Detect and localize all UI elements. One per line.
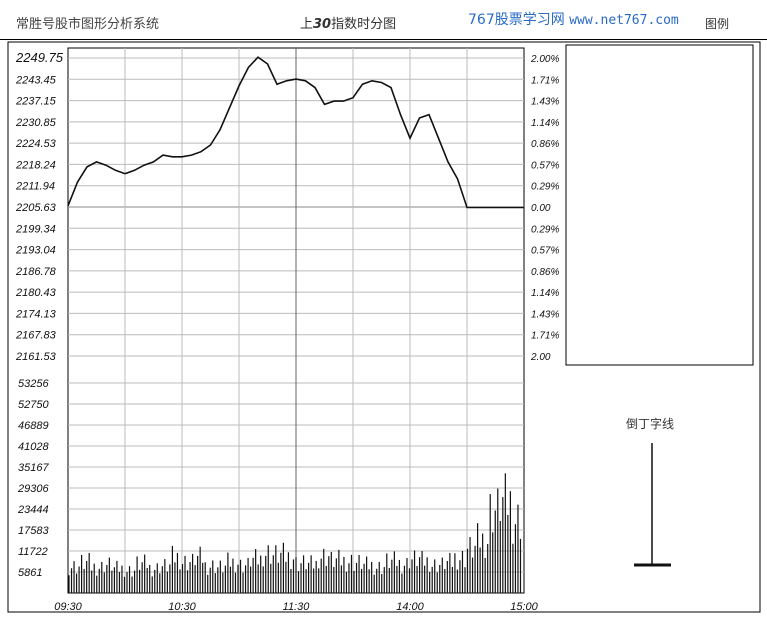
price-tick-label: 2237.15 (15, 96, 57, 108)
price-tick-label: 2230.85 (15, 117, 57, 129)
pct-tick-label: 1.14% (531, 288, 559, 299)
header-extra: 图例 (705, 17, 730, 31)
time-tick-label: 11:30 (283, 601, 311, 613)
time-tick-label: 09:30 (54, 601, 82, 613)
price-tick-label: 2174.13 (15, 308, 57, 320)
app-title: 常胜号股市图形分析系统 (16, 17, 160, 32)
price-tick-label: 2193.04 (15, 245, 56, 257)
header-bar: 常胜号股市图形分析系统 上30指数时分图 767股票学习网 www.net767… (0, 0, 767, 40)
pct-tick-label: 0.57% (531, 160, 559, 171)
pct-tick-label: 1.43% (531, 309, 559, 320)
volume-tick-label: 46889 (18, 420, 49, 432)
price-tick-label: 2243.45 (15, 74, 57, 86)
pct-tick-label: 0.86% (531, 139, 559, 150)
volume-tick-label: 53256 (18, 378, 49, 390)
pct-tick-label: 1.71% (531, 331, 559, 342)
time-tick-label: 10:30 (168, 601, 196, 613)
volume-tick-label: 29306 (17, 483, 49, 495)
pct-tick-label: 0.29% (531, 182, 559, 193)
price-tick-label: 2161.53 (15, 351, 57, 363)
pct-tick-label: 1.14% (531, 118, 559, 129)
price-tick-label: 2199.34 (15, 223, 56, 235)
price-tick-label: 2167.83 (15, 330, 57, 342)
pct-tick-label: 1.71% (531, 75, 559, 86)
price-tick-label: 2218.24 (15, 159, 56, 171)
pct-tick-label: 0.29% (531, 224, 559, 235)
price-tick-label: 2211.94 (15, 181, 55, 193)
legend-box (565, 44, 754, 366)
watermark-text: 767股票学习网 www.net767.com (468, 12, 679, 28)
price-tick-label: 2186.78 (15, 266, 57, 278)
volume-tick-label: 52750 (18, 399, 49, 411)
pct-tick-label: 2.00 (530, 352, 551, 363)
pct-tick-label: 1.43% (531, 97, 559, 108)
volume-tick-label: 35167 (18, 462, 49, 474)
price-tick-label: 2205.63 (15, 202, 57, 214)
pct-tick-label: 2.00% (530, 54, 559, 65)
volume-tick-label: 17583 (18, 525, 49, 537)
pct-tick-label: 0.57% (531, 246, 559, 257)
volume-tick-label: 11722 (18, 546, 48, 558)
time-tick-label: 15:00 (510, 601, 538, 613)
pct-tick-label: 0.00 (531, 203, 551, 214)
candle-pattern-label: 倒丁字线 (626, 417, 675, 431)
price-tick-label: 2224.53 (15, 138, 57, 150)
volume-tick-label: 41028 (18, 441, 49, 453)
chart-title: 上30指数时分图 (300, 17, 397, 32)
outer-frame (7, 41, 761, 613)
pct-tick-label: 0.86% (531, 267, 559, 278)
volume-tick-label: 23444 (17, 504, 49, 516)
volume-tick-label: 5861 (18, 567, 42, 579)
price-tick-label: 2249.75 (15, 50, 64, 65)
price-line (67, 56, 524, 209)
price-tick-label: 2180.43 (15, 287, 57, 299)
time-tick-label: 14:00 (396, 601, 424, 613)
